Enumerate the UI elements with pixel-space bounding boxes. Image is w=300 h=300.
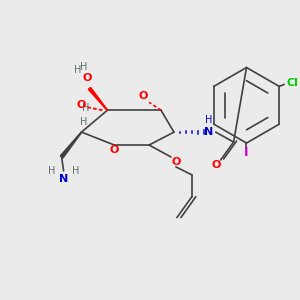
Text: H: H: [82, 103, 89, 113]
Text: O: O: [77, 100, 86, 110]
Text: Cl: Cl: [286, 78, 298, 88]
Text: H: H: [80, 61, 87, 71]
Polygon shape: [60, 132, 82, 158]
Text: O: O: [83, 74, 92, 83]
Text: H: H: [80, 117, 87, 127]
Text: N: N: [204, 127, 213, 137]
Text: O: O: [138, 91, 148, 101]
Text: I: I: [244, 146, 249, 160]
Text: O: O: [171, 157, 181, 167]
Polygon shape: [88, 87, 108, 110]
Text: N: N: [59, 174, 68, 184]
Text: H: H: [74, 65, 81, 76]
Text: H: H: [72, 166, 79, 176]
Text: O: O: [212, 160, 221, 170]
Text: O: O: [110, 145, 119, 155]
Text: H: H: [48, 166, 56, 176]
Text: H: H: [205, 115, 212, 125]
